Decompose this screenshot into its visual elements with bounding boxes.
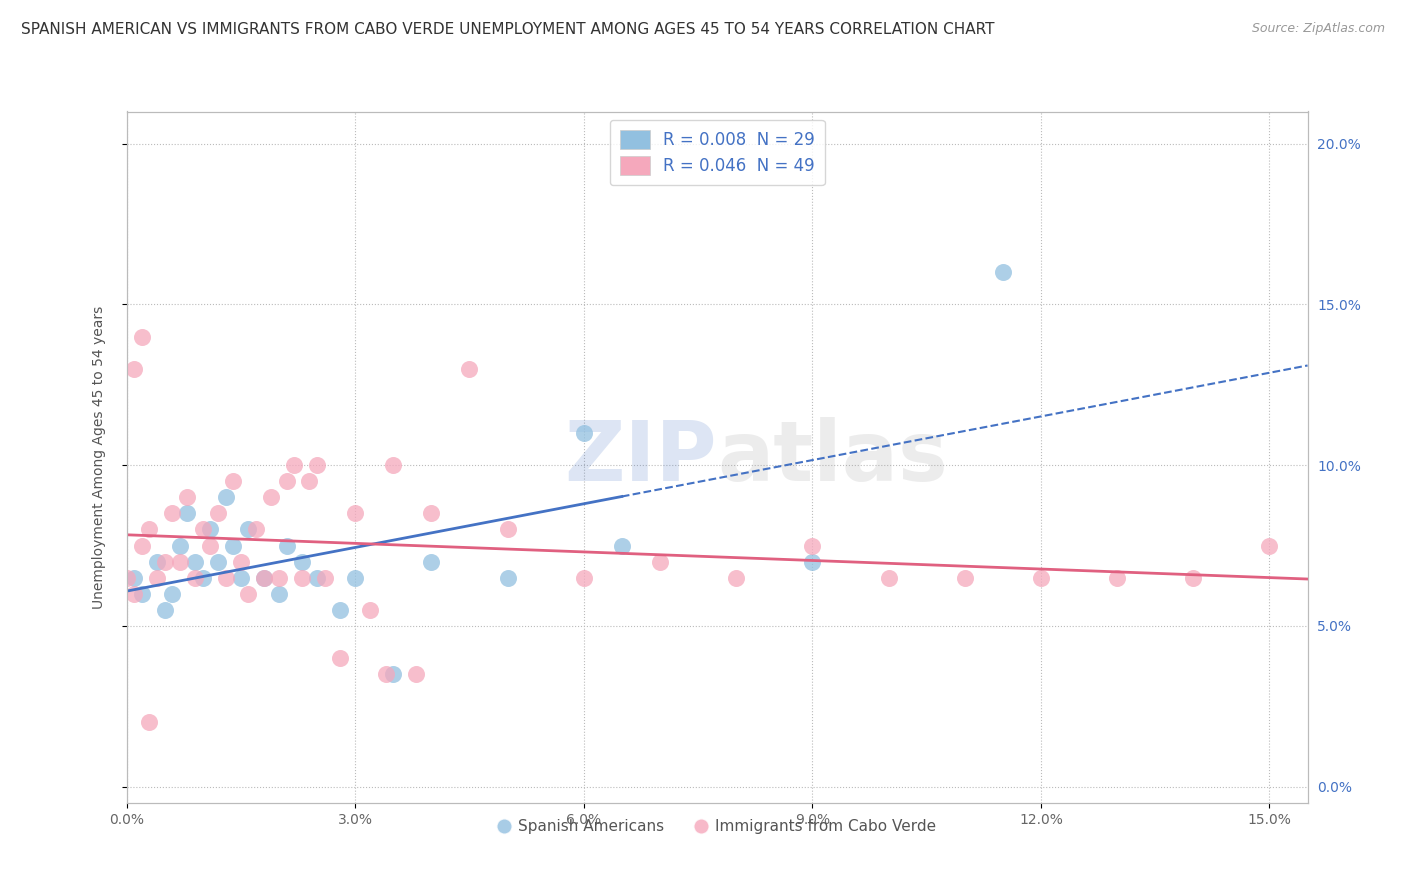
Point <box>801 539 824 553</box>
Point <box>496 571 519 585</box>
Point <box>496 523 519 537</box>
Point <box>610 539 633 553</box>
Text: Source: ZipAtlas.com: Source: ZipAtlas.com <box>1251 22 1385 36</box>
Point <box>305 458 328 473</box>
Point <box>458 361 481 376</box>
Point <box>267 587 290 601</box>
Point <box>184 571 207 585</box>
Point <box>1258 539 1281 553</box>
Point <box>153 603 176 617</box>
Point <box>291 555 314 569</box>
Point <box>238 523 260 537</box>
Point <box>222 539 245 553</box>
Point <box>176 491 198 505</box>
Point <box>298 475 321 489</box>
Point <box>291 571 314 585</box>
Point <box>725 571 748 585</box>
Point <box>344 507 367 521</box>
Point <box>169 555 191 569</box>
Point <box>138 715 160 730</box>
Text: atlas: atlas <box>717 417 948 498</box>
Point <box>801 555 824 569</box>
Point <box>382 667 405 681</box>
Point <box>877 571 900 585</box>
Point <box>122 587 145 601</box>
Point <box>1029 571 1052 585</box>
Point <box>359 603 381 617</box>
Point <box>138 523 160 537</box>
Point <box>283 458 305 473</box>
Point <box>991 265 1014 279</box>
Legend: Spanish Americans, Immigrants from Cabo Verde: Spanish Americans, Immigrants from Cabo … <box>492 813 942 840</box>
Point <box>267 571 290 585</box>
Point <box>122 361 145 376</box>
Point <box>176 507 198 521</box>
Point <box>276 539 298 553</box>
Point <box>374 667 396 681</box>
Point <box>122 571 145 585</box>
Point <box>420 555 443 569</box>
Point <box>572 571 595 585</box>
Point <box>953 571 976 585</box>
Text: SPANISH AMERICAN VS IMMIGRANTS FROM CABO VERDE UNEMPLOYMENT AMONG AGES 45 TO 54 : SPANISH AMERICAN VS IMMIGRANTS FROM CABO… <box>21 22 994 37</box>
Point <box>245 523 267 537</box>
Point <box>162 587 184 601</box>
Point <box>162 507 184 521</box>
Point <box>276 475 298 489</box>
Point <box>1182 571 1205 585</box>
Point <box>153 555 176 569</box>
Point <box>229 555 252 569</box>
Point <box>146 555 169 569</box>
Point <box>200 539 222 553</box>
Point <box>214 491 236 505</box>
Point <box>405 667 427 681</box>
Point <box>191 523 214 537</box>
Point <box>146 571 169 585</box>
Point <box>1107 571 1129 585</box>
Point <box>131 539 153 553</box>
Point <box>253 571 276 585</box>
Point <box>329 651 352 665</box>
Point <box>344 571 367 585</box>
Point <box>131 587 153 601</box>
Point <box>253 571 276 585</box>
Point <box>191 571 214 585</box>
Point <box>222 475 245 489</box>
Point <box>229 571 252 585</box>
Point <box>214 571 236 585</box>
Point <box>648 555 671 569</box>
Point <box>420 507 443 521</box>
Y-axis label: Unemployment Among Ages 45 to 54 years: Unemployment Among Ages 45 to 54 years <box>91 306 105 608</box>
Point <box>305 571 328 585</box>
Point <box>131 329 153 343</box>
Point <box>260 491 283 505</box>
Point <box>572 425 595 440</box>
Point <box>382 458 405 473</box>
Point <box>329 603 352 617</box>
Point <box>207 507 229 521</box>
Point <box>314 571 336 585</box>
Point <box>207 555 229 569</box>
Point <box>169 539 191 553</box>
Point <box>115 571 138 585</box>
Point <box>238 587 260 601</box>
Point <box>184 555 207 569</box>
Point <box>200 523 222 537</box>
Text: ZIP: ZIP <box>565 417 717 498</box>
